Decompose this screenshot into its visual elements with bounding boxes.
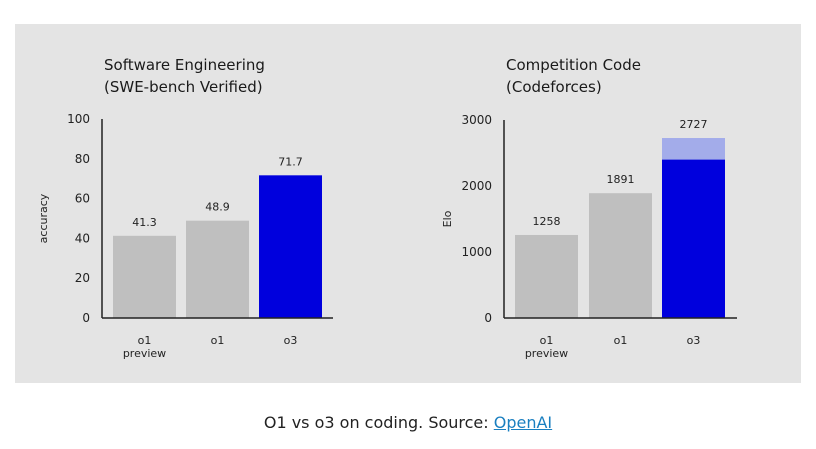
bar	[259, 175, 322, 318]
data-label: 1258	[533, 215, 561, 228]
bar	[186, 220, 249, 318]
chart-title: Competition Code	[506, 56, 641, 74]
bar	[113, 235, 176, 318]
y-tick-label: 60	[75, 192, 90, 206]
y-tick-label: 40	[75, 231, 90, 245]
y-axis-label: Elo	[441, 210, 454, 227]
data-label: 41.3	[132, 216, 157, 229]
y-tick-label: 1000	[461, 245, 492, 259]
x-tick-label: o1	[614, 334, 628, 347]
data-label: 2727	[680, 118, 708, 131]
y-tick-label: 80	[75, 152, 90, 166]
chart-title: (Codeforces)	[506, 78, 602, 96]
y-tick-label: 2000	[461, 179, 492, 193]
y-tick-label: 3000	[461, 113, 492, 127]
x-tick-label: o1	[138, 334, 152, 347]
bar-top-segment	[662, 138, 725, 160]
y-tick-label: 0	[82, 311, 90, 325]
bar	[515, 234, 578, 318]
caption-text: O1 vs o3 on coding. Source:	[263, 413, 494, 432]
y-tick-label: 20	[75, 271, 90, 285]
x-tick-label: o3	[284, 334, 298, 347]
source-link[interactable]: OpenAI	[493, 413, 553, 432]
x-tick-label: o1	[540, 334, 554, 347]
bar	[589, 193, 652, 318]
data-label: 71.7	[278, 155, 303, 168]
figure-caption: O1 vs o3 on coding. Source: OpenAI	[0, 413, 816, 432]
y-tick-label: 0	[484, 311, 492, 325]
data-label: 1891	[607, 173, 635, 186]
chart-title: (SWE-bench Verified)	[104, 78, 263, 96]
x-tick-label: o1	[211, 334, 225, 347]
y-axis-label: accuracy	[37, 193, 50, 243]
bar	[662, 159, 725, 318]
data-label: 48.9	[205, 201, 230, 214]
x-tick-label: preview	[123, 347, 166, 360]
x-tick-label: o3	[687, 334, 701, 347]
x-tick-label: preview	[525, 347, 568, 360]
y-tick-label: 100	[67, 112, 90, 126]
chart-title: Software Engineering	[104, 56, 265, 74]
